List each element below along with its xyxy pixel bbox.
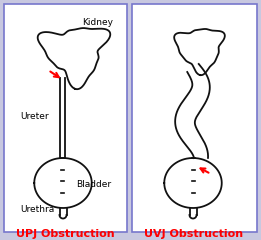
Text: Urethra: Urethra	[20, 205, 54, 214]
Bar	[4, 4, 127, 232]
Text: Kidney: Kidney	[82, 18, 113, 27]
Text: UVJ Obstruction: UVJ Obstruction	[144, 229, 244, 239]
Text: Bladder: Bladder	[76, 180, 111, 189]
Text: UPJ Obstruction: UPJ Obstruction	[16, 229, 114, 239]
Bar	[132, 4, 257, 232]
Text: Ureter: Ureter	[20, 112, 49, 121]
